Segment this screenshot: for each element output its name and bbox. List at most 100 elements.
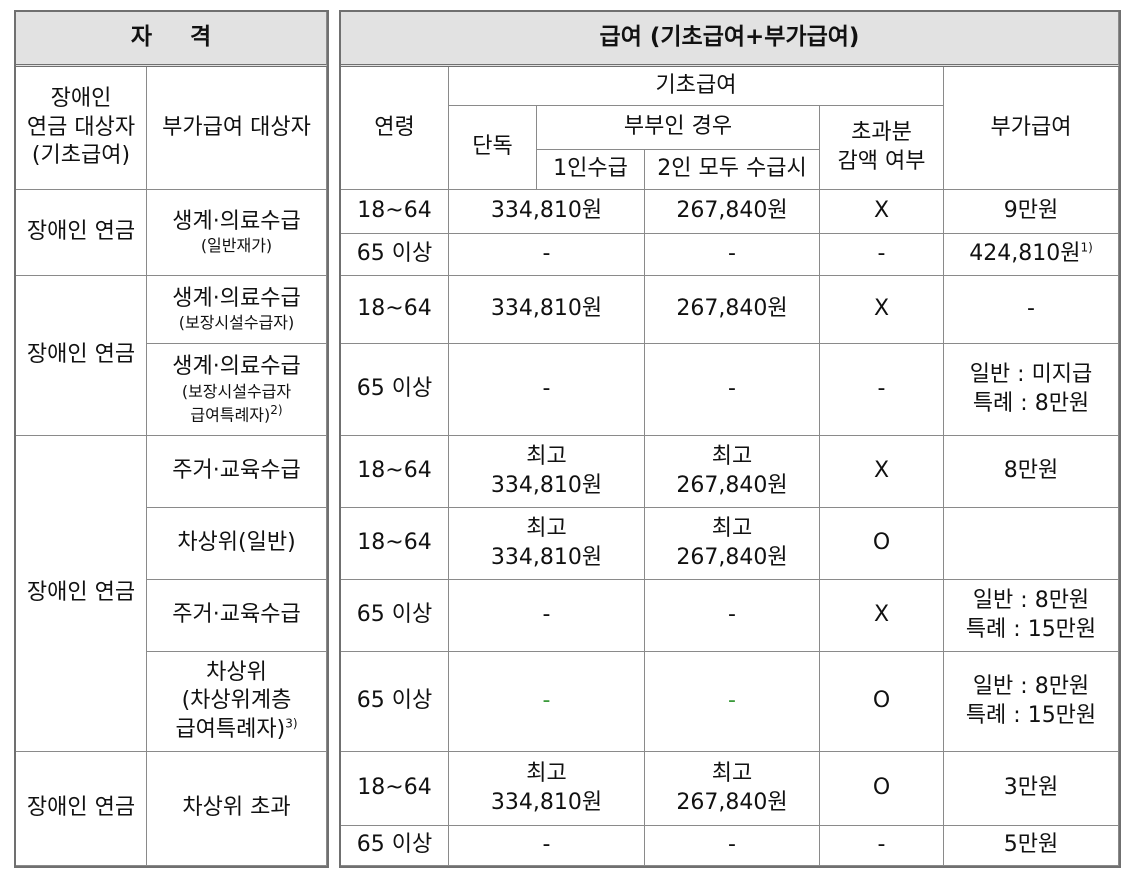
cell-text: 18~64	[357, 458, 432, 484]
row-label: 차상위 (차상위계층 급여특례자)3)	[147, 652, 327, 752]
col-header: 부가급여 대상자	[147, 67, 327, 190]
cell-text: 8만원	[1003, 458, 1059, 484]
cell-text: 자 격	[130, 24, 212, 51]
cell-text: 연금 대상자	[26, 114, 136, 140]
cell-text: O	[872, 530, 891, 556]
col-header: 초과분 감액 여부	[820, 106, 944, 190]
single-amount: 최고 334,810원	[449, 508, 645, 580]
cell-text: 초과분	[851, 119, 912, 145]
cell-text: 3만원	[1003, 775, 1059, 801]
group-label: 장애인 연금	[16, 752, 147, 866]
row-label: 생계·의료수급 (일반재가)	[147, 190, 327, 276]
cell-text: 장애인 연금	[26, 219, 136, 245]
single-amount: -	[449, 580, 645, 652]
cell-text: 최고	[526, 443, 567, 469]
reduction: O	[820, 652, 944, 752]
couple-amount: 최고 267,840원	[645, 436, 820, 508]
cell-text: 최고	[526, 515, 567, 541]
age: 18~64	[341, 190, 449, 234]
col-header: 장애인 연금 대상자 (기초급여)	[16, 67, 147, 190]
cell-text: 최고	[711, 760, 753, 786]
right-title: 급여 (기초급여+부가급여)	[341, 12, 1119, 67]
reduction: O	[820, 508, 944, 580]
couple-amount: 267,840원	[645, 276, 820, 344]
cell-text: (기초급여)	[31, 143, 131, 169]
cell-text: 생계·의료수급	[172, 354, 301, 380]
cell-text: 기초급여	[655, 72, 737, 98]
cell-text: 주거·교육수급	[172, 602, 301, 628]
extra-benefit: 5만원	[944, 826, 1119, 866]
cell-text: 급여특례자)2)	[190, 402, 283, 424]
row-label: 생계·의료수급 (보장시설수급자 급여특례자)2)	[147, 344, 327, 436]
age: 18~64	[341, 436, 449, 508]
cell-text: 단독	[472, 134, 513, 160]
cell-text: X	[873, 458, 890, 484]
cell-text: 특례 : 15만원	[965, 616, 1097, 642]
cell-text: (보장시설수급자	[181, 381, 292, 401]
cell-text: 일반 : 8만원	[972, 587, 1090, 613]
cell-text: 65 이상	[356, 602, 433, 628]
cell-text: 18~64	[357, 198, 432, 224]
col-header: 기초급여	[449, 67, 944, 106]
row-label: 주거·교육수급	[147, 580, 327, 652]
reduction: X	[820, 580, 944, 652]
extra-benefit: 일반 : 8만원 특례 : 15만원	[944, 652, 1119, 752]
cell-text: 267,840원	[676, 544, 788, 570]
reduction: O	[820, 752, 944, 826]
age: 65 이상	[341, 234, 449, 276]
extra-benefit: 8만원	[944, 436, 1119, 508]
cell-text: (일반재가)	[200, 236, 273, 256]
cell-text: 18~64	[357, 530, 432, 556]
cell-text: 차상위 초과	[182, 795, 291, 821]
cell-text: 5만원	[1003, 832, 1059, 858]
cell-text: -	[877, 376, 886, 402]
col-header: 부부인 경우	[537, 106, 820, 150]
cell-text: 일반 : 미지급	[969, 361, 1093, 387]
age: 65 이상	[341, 580, 449, 652]
reduction: -	[820, 344, 944, 436]
age: 65 이상	[341, 652, 449, 752]
cell-text: -	[728, 602, 736, 628]
couple-amount: 최고 267,840원	[645, 508, 820, 580]
single-amount: -	[449, 344, 645, 436]
extra-benefit: 424,810원1)	[944, 234, 1119, 276]
cell-text: 334,810원	[490, 544, 603, 570]
cell-text: 부가급여	[990, 114, 1072, 140]
cell-text: (차상위계층	[181, 688, 292, 714]
cell-text: 차상위	[206, 659, 267, 685]
cell-text: 18~64	[357, 296, 432, 322]
couple-amount: -	[645, 580, 820, 652]
cell-text: 65 이상	[356, 832, 433, 858]
col-header: 2인 모두 수급시	[645, 150, 820, 190]
reduction: X	[820, 436, 944, 508]
reduction: -	[820, 234, 944, 276]
extra-benefit: 3만원	[944, 752, 1119, 826]
cell-text: -	[542, 376, 551, 402]
cell-text: 생계·의료수급	[172, 285, 301, 311]
cell-text: -	[728, 688, 736, 714]
cell-text: 65 이상	[356, 688, 433, 714]
cell-text: 급여특례자)3)	[175, 716, 298, 742]
cell-text: -	[877, 241, 886, 267]
cell-text: 267,840원	[676, 789, 788, 815]
couple-amount: -	[645, 234, 820, 276]
footnote-mark: 3)	[285, 716, 298, 731]
single-amount: 334,810원	[449, 190, 645, 234]
couple-amount: -	[645, 826, 820, 866]
cell-text: 연령	[374, 114, 415, 140]
couple-amount: -	[645, 344, 820, 436]
cell-text: -	[542, 688, 551, 714]
cell-text: 334,810원	[490, 472, 603, 498]
cell-text: 부부인 경우	[623, 114, 733, 140]
cell-text: 특례 : 15만원	[965, 702, 1097, 728]
extra-benefit: -	[944, 276, 1119, 344]
cell-text: X	[873, 198, 890, 224]
cell-text: O	[872, 688, 891, 714]
group-label: 장애인 연금	[16, 276, 147, 436]
col-header: 연령	[341, 67, 449, 190]
age: 18~64	[341, 508, 449, 580]
row-label: 주거·교육수급	[147, 436, 327, 508]
cell-text: 생계·의료수급	[172, 208, 301, 234]
cell-text: 최고	[711, 515, 753, 541]
